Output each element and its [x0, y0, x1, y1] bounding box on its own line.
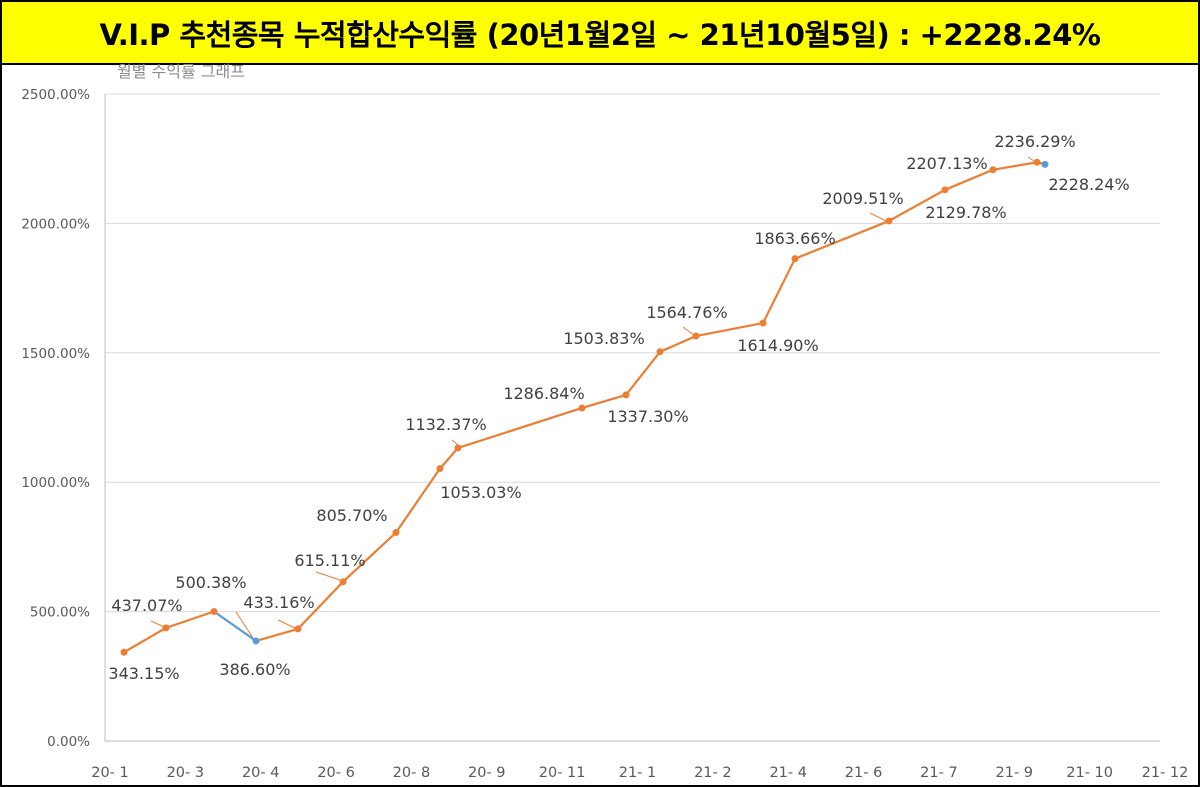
leader-line [235, 611, 254, 639]
series-segment [456, 406, 584, 450]
data-point [941, 186, 949, 194]
x-tick-label: 21- 12 [1142, 765, 1189, 781]
data-point [791, 255, 799, 263]
data-label: 2009.51% [822, 189, 903, 208]
leader-line [682, 326, 695, 336]
data-point [656, 348, 664, 356]
gridlines [105, 93, 1160, 742]
x-tick-label: 21- 6 [845, 765, 883, 781]
series-segment [943, 168, 995, 191]
x-tick-label: 20- 6 [317, 765, 355, 781]
x-tick-label: 20- 1 [91, 765, 129, 781]
data-point [692, 332, 700, 340]
x-tick-label: 21- 1 [619, 765, 657, 781]
data-label: 1132.37% [405, 415, 486, 434]
x-tick-label: 20- 4 [242, 765, 280, 781]
data-point [1041, 160, 1049, 168]
y-tick-label: 2000.00% [21, 216, 90, 232]
data-label: 2228.24% [1048, 175, 1129, 194]
data-point [252, 637, 260, 645]
data-label: 1286.84% [503, 384, 584, 403]
data-label: 2129.78% [925, 203, 1006, 222]
data-point [885, 217, 893, 225]
series-segment [212, 610, 258, 643]
data-label: 437.07% [111, 596, 182, 615]
data-points [120, 158, 1049, 656]
series-segment [122, 626, 168, 654]
y-tick-label: 1500.00% [21, 346, 90, 362]
chart-subtitle: 월별 수익률 그래프 [117, 62, 245, 81]
data-label: 615.11% [294, 551, 365, 570]
leader-line [1027, 156, 1035, 162]
data-label: 2207.13% [906, 154, 987, 173]
series-segment [761, 257, 797, 325]
data-label: 805.70% [316, 506, 387, 525]
x-tick-label: 21- 2 [694, 765, 732, 781]
leader-line [150, 620, 165, 628]
data-point [339, 578, 347, 586]
data-label: 343.15% [108, 664, 179, 683]
data-point [1033, 158, 1041, 166]
data-label: 1863.66% [754, 229, 835, 248]
x-tick-label: 20- 9 [468, 765, 506, 781]
series-segment [341, 531, 398, 583]
x-tick-label: 20- 8 [393, 765, 431, 781]
label-leader-lines [150, 156, 1035, 639]
x-tick-label: 21- 10 [1066, 765, 1113, 781]
x-axis-ticks: 20- 1 20- 3 20- 4 20- 6 20- 8 20- 9 20- 11 21- … [91, 765, 1188, 781]
data-point [989, 166, 997, 174]
data-point [392, 528, 400, 536]
data-point [759, 319, 767, 327]
data-label: 500.38% [175, 573, 246, 592]
data-point [578, 404, 586, 412]
series-segment [164, 610, 216, 629]
series-segment [296, 580, 345, 630]
series-segment [991, 161, 1039, 171]
data-label: 1614.90% [737, 336, 818, 355]
data-label: 386.60% [219, 660, 290, 679]
data-label: 433.16% [243, 593, 314, 612]
data-point [162, 624, 170, 632]
series-segment [793, 219, 891, 260]
x-tick-label: 20- 3 [167, 765, 205, 781]
x-tick-label: 21- 4 [769, 765, 807, 781]
y-tick-label: 2500.00% [21, 87, 90, 103]
y-tick-label: 0.00% [47, 734, 90, 750]
data-point [294, 625, 302, 633]
data-label: 1337.30% [607, 407, 688, 426]
series-segment [887, 188, 947, 223]
series-segment [580, 393, 628, 410]
leader-line [277, 619, 296, 629]
y-tick-label: 1000.00% [21, 475, 90, 491]
x-tick-label: 21- 9 [996, 765, 1034, 781]
series-segment [254, 627, 300, 643]
series-segment [438, 446, 460, 470]
data-label: 1564.76% [646, 303, 727, 322]
series-segment [624, 350, 662, 397]
page-title: V.I.P 추천종목 누적합산수익률 (20년1월2일 ~ 21년10월5일) … [99, 17, 1101, 52]
data-point [454, 444, 462, 452]
y-axis-ticks: 0.00% 500.00% 1000.00% 1500.00% 2000.00% 2500… [21, 87, 90, 750]
data-point [436, 464, 444, 472]
data-point [622, 391, 630, 399]
data-point [210, 608, 218, 616]
series-segment [394, 467, 442, 534]
series-segment [658, 334, 698, 353]
data-label: 2236.29% [994, 132, 1075, 151]
x-tick-label: 21- 7 [920, 765, 958, 781]
x-tick-label: 20- 11 [539, 765, 586, 781]
y-tick-label: 500.00% [30, 605, 90, 621]
leader-line [869, 212, 887, 222]
series-segment [694, 321, 765, 338]
leader-line [315, 571, 341, 581]
title-banner: V.I.P 추천종목 누적합산수익률 (20년1월2일 ~ 21년10월5일) … [2, 2, 1198, 65]
data-labels: 343.15% 437.07% 500.38% 386.60% 433.16% 615.1… [108, 132, 1129, 683]
data-point [120, 648, 128, 656]
data-label: 1053.03% [440, 483, 521, 502]
data-label: 1503.83% [563, 329, 644, 348]
